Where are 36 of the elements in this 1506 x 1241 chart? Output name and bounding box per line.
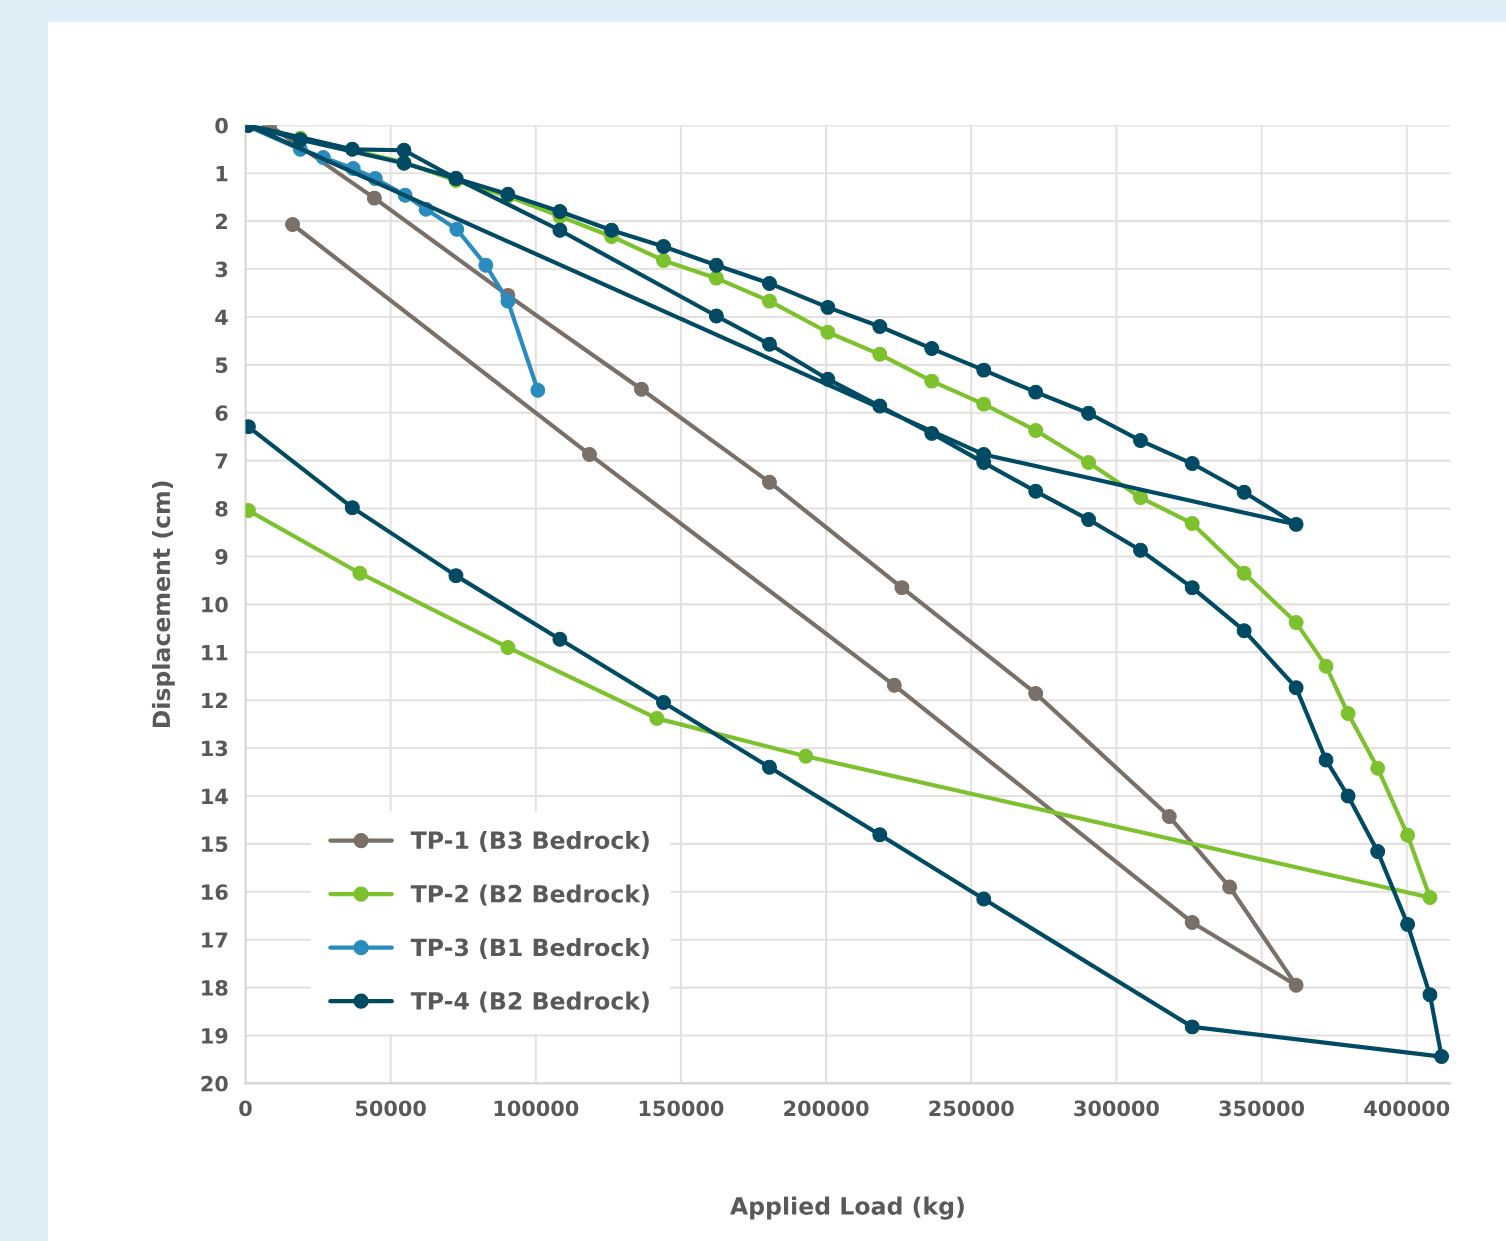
legend-label: TP-1 (B3 Bedrock) <box>410 830 649 852</box>
x-tick-label: 300000 <box>1074 1100 1159 1117</box>
y-tick-label: 12 <box>202 692 227 709</box>
y-tick-label: 20 <box>201 1075 228 1092</box>
legend-label: TP-2 (B2 Bedrock) <box>410 884 649 906</box>
x-tick-label: 400000 <box>1364 1100 1450 1117</box>
x-tick-label: 100000 <box>494 1100 579 1117</box>
y-tick-label: 6 <box>215 405 228 421</box>
x-tick-label: 250000 <box>929 1100 1014 1117</box>
y-tick-label: 7 <box>215 453 228 469</box>
y-tick-label: 10 <box>202 596 228 613</box>
y-tick-label: 5 <box>215 357 228 374</box>
y-tick-label: 8 <box>215 501 228 517</box>
y-tick-label: 17 <box>202 932 228 948</box>
legend-label: TP-4 (B2 Bedrock) <box>410 991 649 1013</box>
y-tick-label: 11 <box>202 645 228 661</box>
legend-label: TP-3 (B1 Bedrock) <box>410 937 649 960</box>
y-tick-label: 14 <box>202 788 228 804</box>
x-tick-label: 350000 <box>1219 1100 1305 1117</box>
y-tick-label: 3 <box>215 261 228 278</box>
y-tick-label: 18 <box>202 980 228 996</box>
y-tick-label: 13 <box>202 740 228 757</box>
y-tick-label: 1 <box>216 165 228 182</box>
y-tick-label: 16 <box>202 884 228 900</box>
y-axis-title: Displacement (cm) <box>151 481 175 728</box>
x-axis-title: Applied Load (kg) <box>730 1196 964 1220</box>
y-tick-label: 0 <box>215 117 228 134</box>
y-tick-label: 4 <box>215 309 228 325</box>
x-tick-label: 0 <box>239 1100 252 1117</box>
x-tick-label: 50000 <box>356 1100 426 1117</box>
y-tick-label: 15 <box>202 836 228 853</box>
y-tick-label: 19 <box>202 1027 228 1044</box>
x-tick-label: 200000 <box>784 1100 869 1117</box>
y-tick-label: 9 <box>215 548 228 565</box>
x-tick-label: 150000 <box>639 1100 724 1117</box>
y-tick-label: 2 <box>215 213 227 230</box>
